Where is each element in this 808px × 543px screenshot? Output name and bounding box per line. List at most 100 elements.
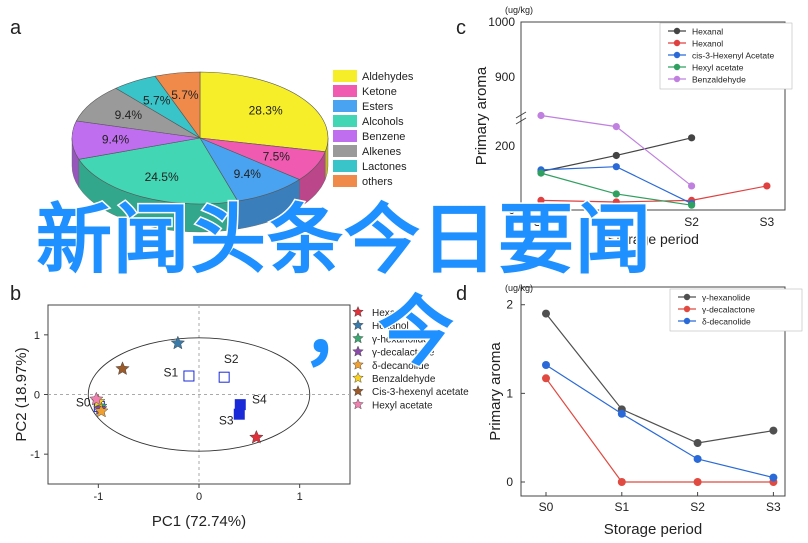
pie-legend-label-4: Benzene xyxy=(362,131,405,143)
pca-ytick-label-2: -1 xyxy=(30,449,40,461)
pie-slice-7 xyxy=(154,71,201,139)
pie-legend-label-7: others xyxy=(362,176,393,188)
d-legend-box xyxy=(669,288,803,332)
pie-legend-label-6: Lactones xyxy=(362,161,407,173)
c-point-3-1 xyxy=(612,190,620,198)
c-xtick-0: S0 xyxy=(534,215,549,229)
d-xlabel: Storage period xyxy=(604,521,702,538)
c-xlabel: Storage period xyxy=(607,231,699,247)
c-series-line-2 xyxy=(540,166,692,205)
pca-legend-label-0: Hexanal xyxy=(372,308,409,319)
pca-legend-star-6 xyxy=(352,385,364,397)
pca-ellipse xyxy=(87,337,311,452)
pie-label-5: 9.4% xyxy=(115,108,143,122)
d-xtick-label-0: S0 xyxy=(539,500,554,514)
c-point-1-3 xyxy=(763,182,771,190)
d-legend-dot-2 xyxy=(683,317,691,325)
pca-ylabel: PC2 (18.97%) xyxy=(13,347,30,441)
c-xtick-1: S1 xyxy=(609,215,624,229)
pie-legend-label-3: Alcohols xyxy=(362,116,404,128)
c-point-0-1 xyxy=(612,151,620,160)
c-legend-dot-0 xyxy=(673,27,681,35)
c-unit: (ug/kg) xyxy=(505,5,533,15)
d-xtick-label-2: S2 xyxy=(690,500,705,514)
d-frame xyxy=(520,286,786,497)
c-point-3-2 xyxy=(688,201,696,209)
d-ytick-label-1: 1 xyxy=(506,386,513,400)
d-ytick-label-2: 2 xyxy=(506,298,513,312)
d-series-line-2 xyxy=(545,364,774,479)
pca-sample-marker-1 xyxy=(183,370,195,382)
c-point-3-0 xyxy=(537,169,545,177)
pca-sample-label-4: S4 xyxy=(252,392,267,406)
pie-legend-swatch-7 xyxy=(333,175,357,187)
pca-xtick-label-1: 0 xyxy=(196,491,202,503)
c-legend-box xyxy=(659,22,793,90)
pie-chart: 28.3%7.5%9.4%24.5%9.4%9.4%5.7% 5.7% xyxy=(71,71,329,233)
d-legend-label-1: γ-decalactone xyxy=(702,305,755,315)
pie-slice-0 xyxy=(199,71,329,153)
pie-legend-label-0: Aldehydes xyxy=(362,71,414,83)
pca-xlabel: PC1 (72.74%) xyxy=(152,513,246,530)
c-ytick-bottom-1: 0 xyxy=(508,203,515,217)
c-xtick-2: S2 xyxy=(684,215,699,229)
panel-label-b: b xyxy=(10,283,21,305)
d-legend-label-0: γ-hexanolide xyxy=(702,293,750,303)
pca-legend-label-3: γ-decalactone xyxy=(372,348,435,359)
c-series-line-1 xyxy=(540,185,768,203)
d-point-1-0 xyxy=(542,374,550,383)
c-xtick-3: S3 xyxy=(760,215,775,229)
pie-label-3: 24.5% xyxy=(145,170,179,184)
d-legend-dot-0 xyxy=(683,293,691,301)
c-ytick-top-1: 900 xyxy=(495,70,515,84)
pie-slice-3 xyxy=(78,137,239,205)
pie-legend-swatch-4 xyxy=(333,130,357,142)
pca-legend-label-5: Benzaldehyde xyxy=(372,374,436,385)
pca-sample-label-2: S2 xyxy=(224,352,239,366)
c-legend-label-4: Benzaldehyde xyxy=(692,75,746,85)
pca-sample-label-1: S1 xyxy=(163,366,178,380)
line-chart-c: (ug/kg)1000 900 200 0 S0 S1 S2 S3 Storage period… xyxy=(473,5,793,247)
pca-ytick-label-1: 0 xyxy=(34,390,40,402)
pie-legend-swatch-5 xyxy=(333,145,357,157)
d-point-0-3 xyxy=(769,426,778,435)
d-point-2-2 xyxy=(693,454,702,463)
pca-xtick-label-0: -1 xyxy=(93,491,103,503)
panel-label-c: c xyxy=(456,17,466,39)
d-point-0-0 xyxy=(542,309,550,318)
c-ylabel: Primary aroma xyxy=(473,66,490,165)
pie-label-1: 7.5% xyxy=(263,150,291,164)
pie-label-4: 9.4% xyxy=(102,132,130,146)
d-legend-label-2: δ-decanolide xyxy=(702,317,751,327)
pca-plot: -1 0 1 1 0 -1 PC1 (72.74%) PC2 (18.97%) S0 S1 S2 S3… xyxy=(13,304,469,530)
pca-point-0 xyxy=(249,429,264,444)
pie-label-0: 28.3% xyxy=(249,104,283,118)
pca-legend-star-4 xyxy=(352,358,364,370)
d-xtick-label-1: S1 xyxy=(614,500,629,514)
pie-legend-swatch-3 xyxy=(333,115,357,127)
pca-legend-star-7 xyxy=(352,398,364,410)
pca-legend-star-0 xyxy=(352,305,364,317)
c-point-2-1 xyxy=(612,163,620,171)
pca-sample-label-0: S0 xyxy=(76,395,91,409)
c-point-1-0 xyxy=(537,196,545,204)
pie-legend: Aldehydes Ketone Esters Alcohols Benzene Alke… xyxy=(333,70,414,188)
pie-legend-swatch-0 xyxy=(333,70,357,82)
pie-slice-2 xyxy=(199,137,301,202)
d-point-0-2 xyxy=(693,439,702,447)
c-frame xyxy=(520,21,786,211)
d-series-line-0 xyxy=(545,313,774,444)
pca-legend-label-7: Hexyl acetate xyxy=(372,400,433,411)
d-legend-dot-1 xyxy=(683,305,691,313)
c-legend-label-1: Hexanol xyxy=(692,39,723,49)
c-legend-dot-3 xyxy=(673,63,681,71)
pca-legend-label-4: δ-decanolide xyxy=(372,361,430,372)
pie-label-6: 5.7% xyxy=(143,94,171,108)
pie-slice-4 xyxy=(71,120,201,160)
c-point-4-1 xyxy=(612,123,620,131)
d-unit: (ug/kg) xyxy=(505,283,533,293)
d-point-2-1 xyxy=(617,409,626,418)
c-legend-label-3: Hexyl acetate xyxy=(692,63,744,73)
pca-point-4 xyxy=(94,403,109,418)
